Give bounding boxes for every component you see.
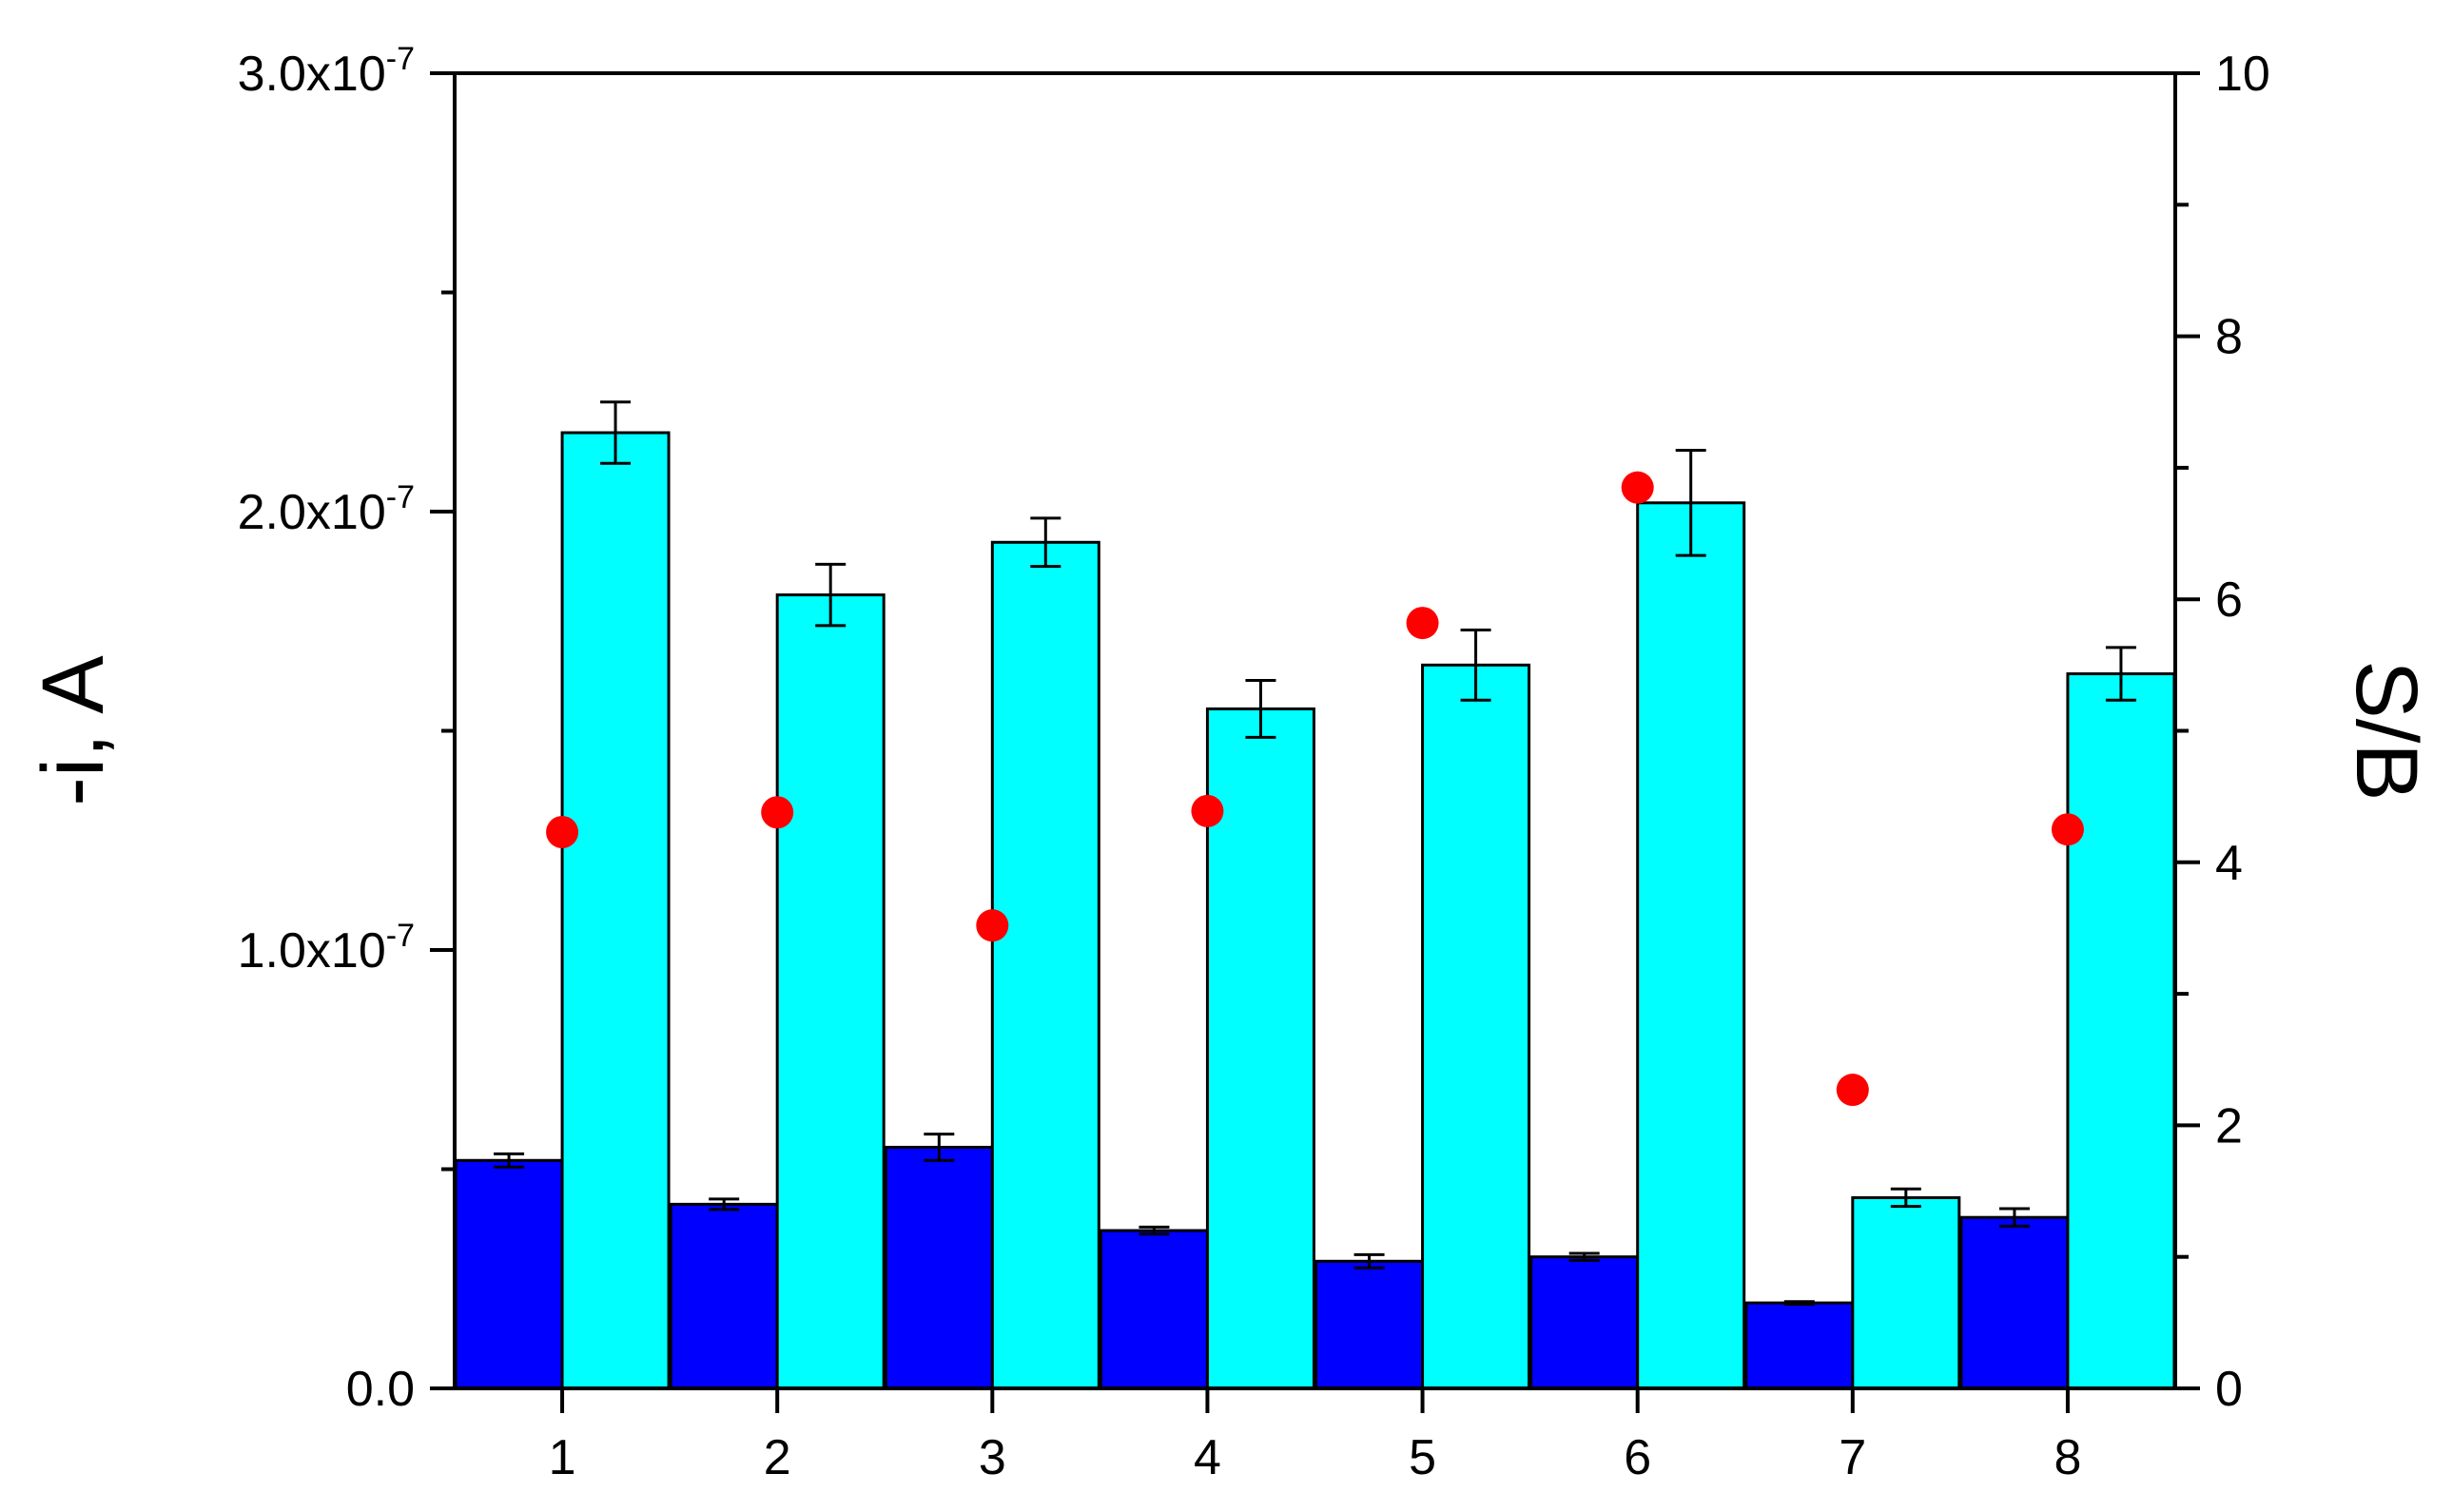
y-tick-exponent: -7 [386, 479, 415, 515]
bar-s2-6 [1636, 501, 1746, 1390]
error-bars-layer [494, 400, 2136, 1306]
error-bar-s2-3 [1030, 516, 1061, 569]
y2-tick-label-8: 8 [2215, 310, 2243, 365]
y-tick-mantissa: 1.0x10 [238, 923, 386, 979]
sb-point-3 [976, 909, 1009, 942]
error-bar-s1-2 [709, 1197, 740, 1212]
y2-tick-label-6: 6 [2215, 572, 2243, 628]
error-bar-s2-2 [815, 562, 847, 628]
y2-tick-label-0: 0 [2215, 1362, 2243, 1417]
sb-point-2 [761, 796, 794, 829]
x-tick-label-2: 2 [764, 1430, 791, 1485]
bar-s2-3 [990, 540, 1100, 1390]
tick-labels-layer: 1 2 3 4 5 6 7 80.01.0x10-72.0x10-73.0x10-702468… [238, 41, 2270, 1485]
x-tick-label-8: 8 [2054, 1430, 2081, 1485]
bar-s1-8 [1959, 1215, 2070, 1390]
bar-s1-4 [1099, 1229, 1209, 1390]
y2-tick-label-2: 2 [2215, 1098, 2243, 1153]
x-tick-label-1: 1 [549, 1430, 576, 1485]
y-tick-label-0: 0.0 [346, 1362, 415, 1417]
bar-s1-1 [454, 1158, 564, 1390]
error-bar-s2-4 [1245, 678, 1276, 739]
y2-tick-label-10: 10 [2215, 47, 2270, 102]
x-tick-label-3: 3 [979, 1430, 1006, 1485]
bar-s2-2 [775, 593, 886, 1390]
bar-s1-5 [1314, 1259, 1425, 1390]
bar-s1-3 [884, 1145, 994, 1390]
bar-s2-5 [1421, 663, 1531, 1390]
y-tick-exponent: -7 [386, 918, 415, 954]
y2-tick-label-4: 4 [2215, 836, 2243, 891]
error-bar-s2-8 [2105, 646, 2136, 702]
y-axis-title: -i, A [25, 655, 122, 806]
y-tick-label-1: 1.0x10-7 [238, 918, 415, 979]
error-bar-s1-6 [1568, 1251, 1600, 1262]
sb-point-4 [1191, 794, 1224, 827]
sb-point-8 [2051, 813, 2084, 846]
y-tick-mantissa: 0.0 [346, 1362, 415, 1417]
error-bar-s1-8 [1998, 1207, 2030, 1228]
y2-axis-title: S/B [2338, 660, 2435, 801]
y-tick-label-3: 3.0x10-7 [238, 41, 415, 102]
error-bar-s2-1 [600, 400, 632, 465]
scatter-points-layer [546, 471, 2084, 1107]
error-bar-s1-1 [494, 1152, 525, 1169]
sb-point-7 [1836, 1074, 1869, 1107]
error-bar-s2-7 [1890, 1187, 1921, 1209]
error-bar-s2-6 [1675, 448, 1706, 557]
y-tick-label-2: 2.0x10-7 [238, 479, 415, 540]
bar-s1-7 [1744, 1301, 1855, 1390]
sb-point-6 [1621, 471, 1654, 504]
x-tick-label-7: 7 [1839, 1430, 1866, 1485]
x-tick-label-5: 5 [1409, 1430, 1436, 1485]
error-bar-s1-4 [1139, 1225, 1170, 1236]
error-bar-s1-3 [924, 1133, 955, 1162]
error-bar-s1-7 [1783, 1300, 1815, 1306]
y-tick-mantissa: 3.0x10 [238, 47, 386, 102]
bar-s2-1 [560, 431, 671, 1390]
error-bar-s2-5 [1460, 628, 1491, 702]
ticks-layer [430, 71, 2200, 1413]
error-bar-s1-5 [1353, 1252, 1385, 1270]
sb-point-1 [546, 815, 579, 848]
bar-s2-4 [1205, 707, 1315, 1390]
bar-s2-7 [1851, 1195, 1961, 1390]
x-tick-label-6: 6 [1624, 1430, 1651, 1485]
bar-s1-2 [669, 1202, 779, 1390]
y-tick-exponent: -7 [386, 41, 415, 77]
sb-point-5 [1406, 607, 1439, 640]
y-tick-mantissa: 2.0x10 [238, 485, 386, 540]
x-tick-label-4: 4 [1194, 1430, 1221, 1485]
bars-layer [454, 431, 2176, 1390]
bar-s1-6 [1529, 1255, 1640, 1390]
bar-s2-8 [2066, 672, 2176, 1390]
